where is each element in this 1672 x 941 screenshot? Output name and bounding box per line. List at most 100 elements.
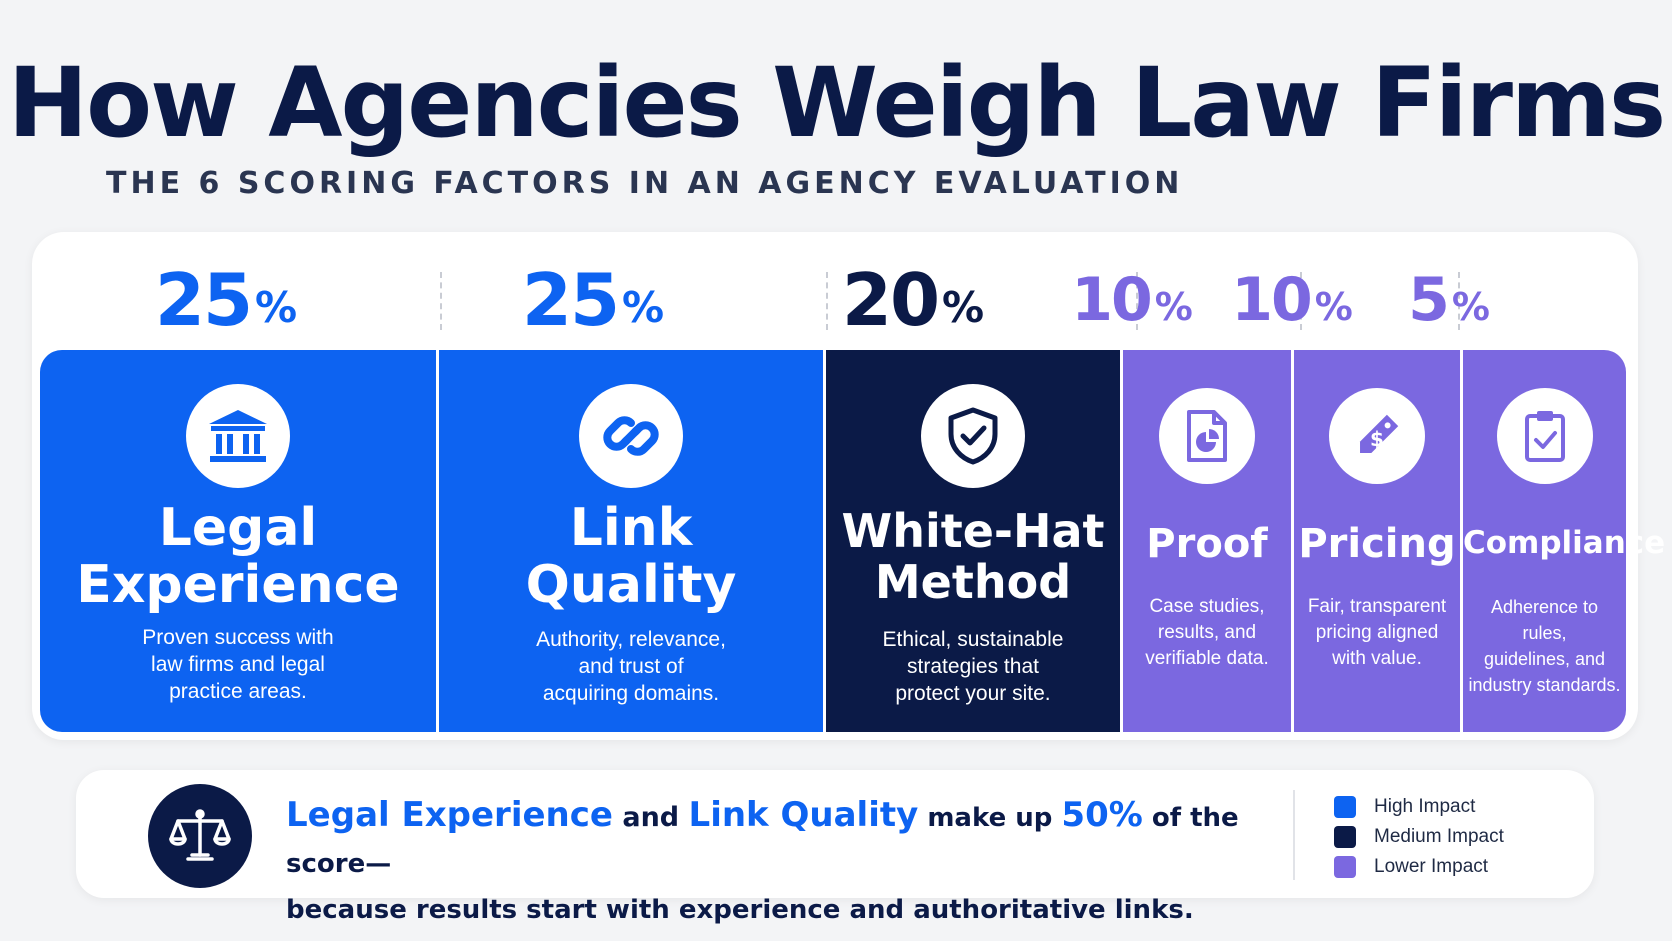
column-divider xyxy=(1120,350,1123,732)
factor-description: Proven success with law firms and legal … xyxy=(40,624,436,705)
percent-sign: % xyxy=(1314,285,1353,329)
percent-compliance: 5% xyxy=(1372,250,1526,350)
summary-line-2: because results start with experience an… xyxy=(286,895,1194,925)
factor-description-line: and trust of xyxy=(578,655,684,678)
percent-sign: % xyxy=(622,282,665,332)
factor-description: Fair, transparent pricing aligned with v… xyxy=(1294,594,1460,672)
legend-item-medium: Medium Impact xyxy=(1334,822,1504,852)
factor-title-line: Method xyxy=(874,554,1072,609)
factor-description-line: Adherence to rules, xyxy=(1490,597,1599,643)
link-icon xyxy=(579,384,683,488)
percent-link-quality: 25% xyxy=(412,250,774,350)
factor-description-line: guidelines, and xyxy=(1483,649,1606,669)
factor-compliance: Compliance Adherence to rules, guideline… xyxy=(1463,350,1666,732)
factor-description-line: strategies that xyxy=(907,655,1039,678)
percent-separator xyxy=(1458,272,1460,330)
percent-separator xyxy=(440,272,442,330)
factor-proof: Proof Case studies, results, and verifia… xyxy=(1123,350,1291,732)
summary-text: Legal Experience and Link Quality make u… xyxy=(286,792,1266,933)
factor-description-line: results, and xyxy=(1157,622,1257,643)
impact-legend: High Impact Medium Impact Lower Impact xyxy=(1334,792,1504,882)
page-subtitle: THE 6 SCORING FACTORS IN AN AGENCY EVALU… xyxy=(106,166,1184,201)
percent-proof: 10% xyxy=(1052,250,1212,350)
scales-of-justice-icon xyxy=(148,784,252,888)
legend-separator xyxy=(1293,790,1295,880)
factor-title: White-Hat Method xyxy=(826,506,1120,607)
factor-title-line: Link xyxy=(569,498,693,558)
legend-label: High Impact xyxy=(1374,796,1476,817)
factor-title: Compliance xyxy=(1463,525,1666,561)
factor-title: Proof xyxy=(1123,522,1291,566)
legend-label: Lower Impact xyxy=(1374,856,1489,877)
legend-swatch xyxy=(1334,796,1356,818)
summary-text-part: of the score— xyxy=(286,803,1239,879)
factor-title: Legal Experience xyxy=(40,498,436,616)
shield-check-icon xyxy=(921,384,1025,488)
factor-link-quality: Link Quality Authority, relevance, and t… xyxy=(439,350,823,732)
factor-description-line: with value. xyxy=(1332,648,1422,669)
factor-description-line: industry standards. xyxy=(1468,675,1621,695)
factor-title-line: Experience xyxy=(76,555,400,616)
factor-description-line: Ethical, sustainable xyxy=(882,628,1064,651)
factor-white-hat-method: White-Hat Method Ethical, sustainable st… xyxy=(826,350,1120,732)
percent-separator xyxy=(1300,272,1302,330)
clipboard-check-icon xyxy=(1496,388,1593,484)
factor-description: Adherence to rules, guidelines, and indu… xyxy=(1463,594,1626,698)
summary-highlight: 50% xyxy=(1061,795,1143,835)
column-divider xyxy=(1291,350,1294,732)
percent-legal-experience: 25% xyxy=(40,250,412,350)
factor-description-line: Proven success with xyxy=(142,626,334,649)
legend-item-high: High Impact xyxy=(1334,792,1504,822)
percent-value: 5 xyxy=(1408,265,1450,335)
factor-description-line: pricing aligned xyxy=(1315,622,1439,643)
percent-row: 25% 25% 20% 10% 10% 5% xyxy=(40,250,1626,350)
percent-separator xyxy=(1136,272,1138,330)
factor-description-line: acquiring domains. xyxy=(542,682,720,705)
factor-title-line: Quality xyxy=(525,555,737,616)
factor-description: Ethical, sustainable strategies that pro… xyxy=(826,626,1120,707)
factor-title-line: Proof xyxy=(1146,521,1268,567)
svg-text:$: $ xyxy=(1370,427,1384,451)
column-divider xyxy=(1460,350,1463,732)
factor-description-line: protect your site. xyxy=(895,682,1051,705)
percent-value: 25 xyxy=(154,258,253,342)
factor-description-line: practice areas. xyxy=(169,680,307,703)
percent-value: 10 xyxy=(1231,265,1312,335)
factor-description-line: Fair, transparent xyxy=(1307,596,1447,617)
column-divider xyxy=(436,350,439,732)
summary-highlight: Link Quality xyxy=(688,795,919,835)
factor-title-line: Compliance xyxy=(1463,525,1666,561)
legend-swatch xyxy=(1334,856,1356,878)
factor-title-line: Pricing xyxy=(1298,521,1456,567)
percent-separator xyxy=(826,272,828,330)
percent-sign: % xyxy=(1451,285,1490,329)
courthouse-icon xyxy=(186,384,290,488)
summary-text-part: and xyxy=(612,802,689,833)
document-chart-icon xyxy=(1159,388,1255,484)
price-tag-icon: $ xyxy=(1329,388,1425,484)
factor-description: Authority, relevance, and trust of acqui… xyxy=(439,626,823,707)
percent-value: 10 xyxy=(1071,265,1152,335)
summary-line-1: Legal Experience and Link Quality make u… xyxy=(286,792,1266,887)
percent-white-hat-method: 20% xyxy=(774,250,1052,350)
factor-legal-experience: Legal Experience Proven success with law… xyxy=(40,350,436,732)
factor-description: Case studies, results, and verifiable da… xyxy=(1123,594,1291,672)
factor-title-line: Legal xyxy=(158,498,318,558)
legend-swatch xyxy=(1334,826,1356,848)
factor-description-line: Case studies, xyxy=(1149,596,1265,617)
factor-title: Pricing xyxy=(1294,522,1460,566)
percent-value: 20 xyxy=(841,258,940,342)
factor-description-line: verifiable data. xyxy=(1145,648,1269,669)
factor-pricing: $ Pricing Fair, transparent pricing alig… xyxy=(1294,350,1460,732)
percent-pricing: 10% xyxy=(1212,250,1372,350)
percent-sign: % xyxy=(255,282,298,332)
factor-title: Link Quality xyxy=(439,498,823,616)
column-divider xyxy=(823,350,826,732)
legend-item-lower: Lower Impact xyxy=(1334,852,1504,882)
summary-highlight: Legal Experience xyxy=(286,795,613,835)
percent-value: 25 xyxy=(521,258,620,342)
percent-sign: % xyxy=(1154,285,1193,329)
legend-label: Medium Impact xyxy=(1374,826,1504,847)
page-title: How Agencies Weigh Law Firms xyxy=(7,47,1666,159)
factor-description-line: law firms and legal xyxy=(151,653,325,676)
